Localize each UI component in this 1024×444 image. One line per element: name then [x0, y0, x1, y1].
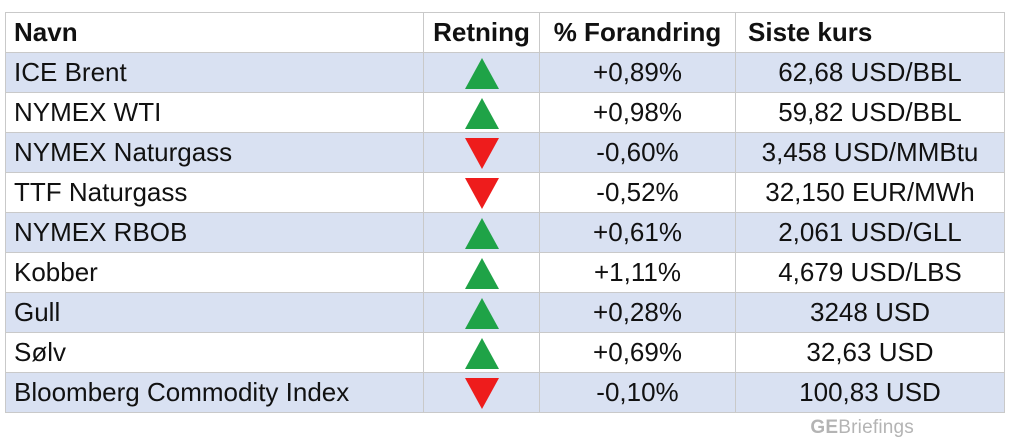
percent-change: +0,69%	[539, 332, 736, 373]
triangle-down-icon	[464, 377, 499, 409]
percent-change: -0,60%	[539, 132, 736, 173]
direction-cell	[423, 252, 540, 293]
last-price: 59,82 USD/BBL	[735, 92, 1005, 133]
commodity-name: ICE Brent	[5, 52, 424, 93]
direction-cell	[423, 172, 540, 213]
table-row: TTF Naturgass -0,52% 32,150 EUR/MWh	[5, 172, 1005, 213]
triangle-up-icon	[464, 337, 499, 369]
percent-change: +0,89%	[539, 52, 736, 93]
header-name: Navn	[5, 12, 424, 53]
header-price: Siste kurs	[735, 12, 1005, 53]
triangle-up-icon	[464, 257, 499, 289]
direction-cell	[423, 132, 540, 173]
table-header-row: Navn Retning % Forandring Siste kurs	[5, 12, 1005, 53]
table-row: ICE Brent +0,89% 62,68 USD/BBL	[5, 52, 1005, 93]
triangle-up-icon	[464, 57, 499, 89]
table-row: Sølv +0,69% 32,63 USD	[5, 332, 1005, 373]
last-price: 32,63 USD	[735, 332, 1005, 373]
table-row: Gull +0,28% 3248 USD	[5, 292, 1005, 333]
commodity-name: Sølv	[5, 332, 424, 373]
direction-cell	[423, 212, 540, 253]
percent-change: +0,61%	[539, 212, 736, 253]
brand-watermark: GEBriefings	[810, 417, 914, 439]
triangle-up-icon	[464, 297, 499, 329]
brand-suffix: Briefings	[838, 417, 914, 438]
percent-change: +0,28%	[539, 292, 736, 333]
direction-cell	[423, 292, 540, 333]
header-change: % Forandring	[539, 12, 736, 53]
direction-cell	[423, 332, 540, 373]
last-price: 3,458 USD/MMBtu	[735, 132, 1005, 173]
last-price: 4,679 USD/LBS	[735, 252, 1005, 293]
commodity-table: Navn Retning % Forandring Siste kurs ICE…	[5, 12, 1005, 413]
table-body: ICE Brent +0,89% 62,68 USD/BBL NYMEX WTI +0,…	[5, 52, 1005, 413]
last-price: 32,150 EUR/MWh	[735, 172, 1005, 213]
last-price: 100,83 USD	[735, 372, 1005, 413]
direction-cell	[423, 52, 540, 93]
direction-cell	[423, 372, 540, 413]
percent-change: -0,10%	[539, 372, 736, 413]
triangle-down-icon	[464, 137, 499, 169]
last-price: 2,061 USD/GLL	[735, 212, 1005, 253]
triangle-up-icon	[464, 97, 499, 129]
direction-cell	[423, 92, 540, 133]
commodity-name: NYMEX Naturgass	[5, 132, 424, 173]
percent-change: +0,98%	[539, 92, 736, 133]
last-price: 3248 USD	[735, 292, 1005, 333]
header-direction: Retning	[423, 12, 540, 53]
percent-change: +1,11%	[539, 252, 736, 293]
commodity-name: TTF Naturgass	[5, 172, 424, 213]
table-row: NYMEX WTI +0,98% 59,82 USD/BBL	[5, 92, 1005, 133]
table-row: Kobber +1,11% 4,679 USD/LBS	[5, 252, 1005, 293]
triangle-up-icon	[464, 217, 499, 249]
brand-prefix: GE	[810, 417, 839, 438]
table-row: NYMEX RBOB +0,61% 2,061 USD/GLL	[5, 212, 1005, 253]
percent-change: -0,52%	[539, 172, 736, 213]
table-row: Bloomberg Commodity Index -0,10% 100,83 US…	[5, 372, 1005, 413]
commodity-name: Gull	[5, 292, 424, 333]
commodity-name: NYMEX RBOB	[5, 212, 424, 253]
triangle-down-icon	[464, 177, 499, 209]
last-price: 62,68 USD/BBL	[735, 52, 1005, 93]
commodity-name: NYMEX WTI	[5, 92, 424, 133]
commodity-name: Kobber	[5, 252, 424, 293]
table-row: NYMEX Naturgass -0,60% 3,458 USD/MMBtu	[5, 132, 1005, 173]
commodity-name: Bloomberg Commodity Index	[5, 372, 424, 413]
